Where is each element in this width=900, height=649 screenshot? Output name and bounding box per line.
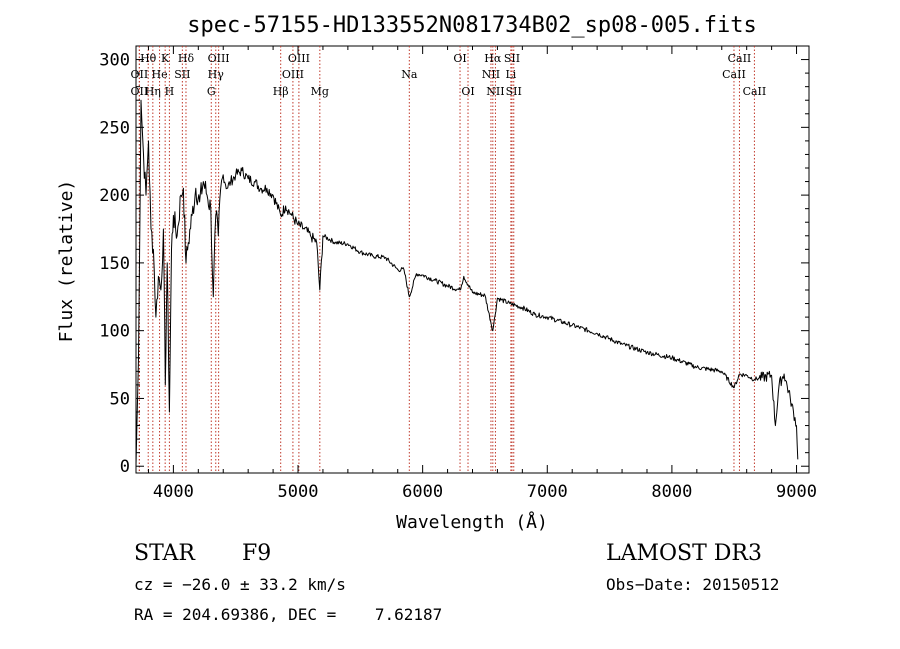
y-tick-label: 50 [110, 389, 130, 409]
line-label: SII [174, 68, 190, 81]
line-markers [138, 46, 755, 473]
line-label: NII [482, 68, 500, 81]
x-tick-label: 7000 [527, 482, 568, 502]
spectrum-line [135, 99, 799, 467]
survey-name: LAMOST DR3 [606, 541, 762, 566]
redshift-cz: cz = −26.0 ± 33.2 km/s [134, 575, 346, 594]
line-label: CaII [728, 52, 752, 65]
y-tick-label: 250 [99, 118, 130, 138]
line-label: OIII [288, 52, 310, 65]
line-label: Hα [484, 52, 502, 65]
line-label: K [161, 52, 170, 65]
x-tick-label: 5000 [278, 482, 319, 502]
x-tick-label: 4000 [153, 482, 194, 502]
x-axis-label: Wavelength (Å) [396, 511, 548, 533]
line-label: CaII [722, 68, 746, 81]
line-label: Na [401, 68, 418, 81]
line-label: Hγ [208, 68, 225, 81]
line-label: SII [504, 52, 520, 65]
line-labels: OIIHθOIIHηHeKHSIIHδGOIIIHγHβOIIIOIIIMgNa… [131, 52, 767, 98]
line-label: H [165, 85, 175, 98]
chart-title: spec-57155-HD133552N081734B02_sp08-005.f… [187, 13, 757, 38]
x-tick-label: 8000 [651, 482, 692, 502]
y-tick-label: 0 [120, 457, 130, 477]
obs-date: Obs−Date: 20150512 [606, 575, 779, 594]
plot-frame [135, 45, 810, 474]
line-label: OII [131, 85, 149, 98]
line-label: Hθ [140, 52, 157, 65]
y-tick-label: 300 [99, 51, 130, 71]
line-label: Hβ [273, 85, 289, 98]
y-tick-label: 200 [99, 186, 130, 206]
object-subclass: F9 [242, 541, 271, 566]
line-label: Li [505, 68, 516, 81]
line-label: OIII [282, 68, 304, 81]
coordinates: RA = 204.69386, DEC = 7.62187 [134, 605, 442, 624]
line-label: SII [506, 85, 522, 98]
y-tick-label: 100 [99, 322, 130, 342]
line-label: Mg [311, 85, 329, 98]
x-axis-ticks: 4000 5000 6000 7000 8000 9000 [147, 46, 817, 502]
line-label: CaII [743, 85, 767, 98]
x-tick-label: 6000 [402, 482, 443, 502]
line-label: G [207, 85, 216, 98]
line-label: NII [486, 85, 504, 98]
spectrum-series [135, 99, 799, 467]
y-axis-ticks: 0 50 100 150 200 250 300 [99, 51, 809, 477]
line-label: Hδ [178, 52, 195, 65]
line-label: He [152, 68, 168, 81]
line-label: OII [131, 68, 149, 81]
line-label: Hη [145, 85, 161, 98]
x-tick-label: 9000 [776, 482, 817, 502]
object-class: STAR [134, 541, 196, 566]
y-tick-label: 150 [99, 254, 130, 274]
line-label: OI [453, 52, 466, 65]
line-label: OIII [208, 52, 230, 65]
y-axis-label: Flux (relative) [56, 180, 77, 343]
line-label: OI [461, 85, 474, 98]
